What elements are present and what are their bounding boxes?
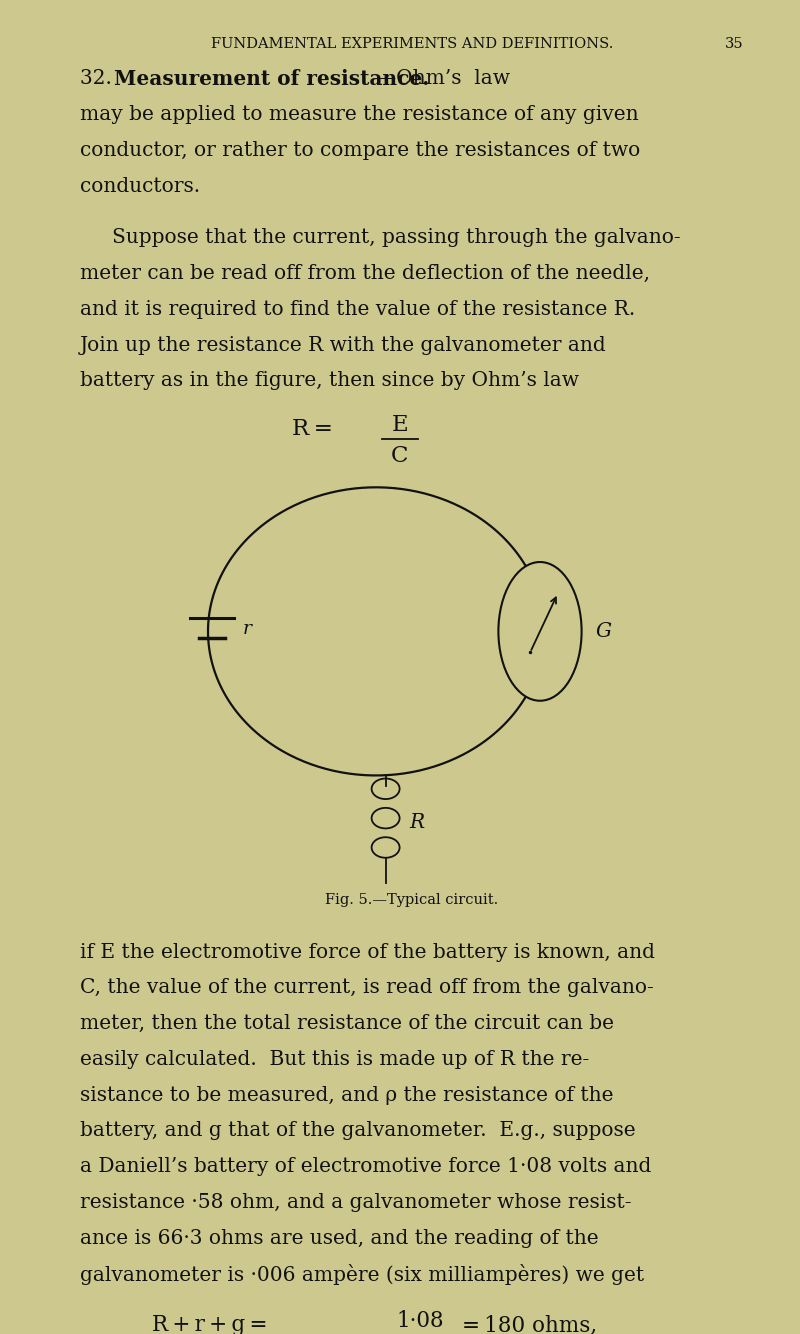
Text: ance is 66·3 ohms are used, and the reading of the: ance is 66·3 ohms are used, and the read… [80, 1229, 598, 1247]
Text: conductors.: conductors. [80, 176, 200, 196]
Text: R + r + g =: R + r + g = [152, 1314, 267, 1334]
Text: battery, and g that of the galvanometer.  E.g., suppose: battery, and g that of the galvanometer.… [80, 1122, 636, 1141]
Circle shape [498, 562, 582, 700]
Text: Suppose that the current, passing through the galvano-: Suppose that the current, passing throug… [112, 228, 681, 248]
Text: Fig. 5.—Typical circuit.: Fig. 5.—Typical circuit. [326, 892, 498, 907]
Text: battery as in the figure, then since by Ohm’s law: battery as in the figure, then since by … [80, 371, 579, 391]
Text: 1·08: 1·08 [396, 1310, 444, 1333]
Text: meter can be read off from the deflection of the needle,: meter can be read off from the deflectio… [80, 264, 650, 283]
Text: conductor, or rather to compare the resistances of two: conductor, or rather to compare the resi… [80, 141, 640, 160]
Text: C: C [391, 444, 409, 467]
Text: a Daniell’s battery of electromotive force 1·08 volts and: a Daniell’s battery of electromotive for… [80, 1157, 651, 1177]
Text: = 180 ohms,: = 180 ohms, [462, 1314, 598, 1334]
Text: R =: R = [292, 418, 333, 440]
Text: if E the electromotive force of the battery is known, and: if E the electromotive force of the batt… [80, 943, 655, 962]
Text: C, the value of the current, is read off from the galvano-: C, the value of the current, is read off… [80, 978, 654, 998]
Text: galvanometer is ·006 ampère (six milliampères) we get: galvanometer is ·006 ampère (six milliam… [80, 1265, 644, 1286]
Text: 35: 35 [726, 37, 744, 51]
Text: E: E [392, 414, 408, 436]
Text: —Ohm’s  law: —Ohm’s law [376, 69, 510, 88]
Text: 32.: 32. [80, 69, 118, 88]
Text: G: G [596, 622, 612, 640]
Text: FUNDAMENTAL EXPERIMENTS AND DEFINITIONS.: FUNDAMENTAL EXPERIMENTS AND DEFINITIONS. [211, 37, 613, 51]
Text: R: R [409, 812, 424, 831]
Text: resistance ·58 ohm, and a galvanometer whose resist-: resistance ·58 ohm, and a galvanometer w… [80, 1193, 631, 1211]
Text: Join up the resistance R with the galvanometer and: Join up the resistance R with the galvan… [80, 336, 606, 355]
Text: and it is required to find the value of the resistance R.: and it is required to find the value of … [80, 300, 635, 319]
Text: meter, then the total resistance of the circuit can be: meter, then the total resistance of the … [80, 1014, 614, 1033]
Text: may be applied to measure the resistance of any given: may be applied to measure the resistance… [80, 105, 638, 124]
Text: r: r [242, 620, 251, 638]
Text: easily calculated.  But this is made up of R the re-: easily calculated. But this is made up o… [80, 1050, 590, 1069]
Text: sistance to be measured, and ρ the resistance of the: sistance to be measured, and ρ the resis… [80, 1086, 614, 1105]
Text: Measurement of resistance.: Measurement of resistance. [114, 69, 429, 89]
